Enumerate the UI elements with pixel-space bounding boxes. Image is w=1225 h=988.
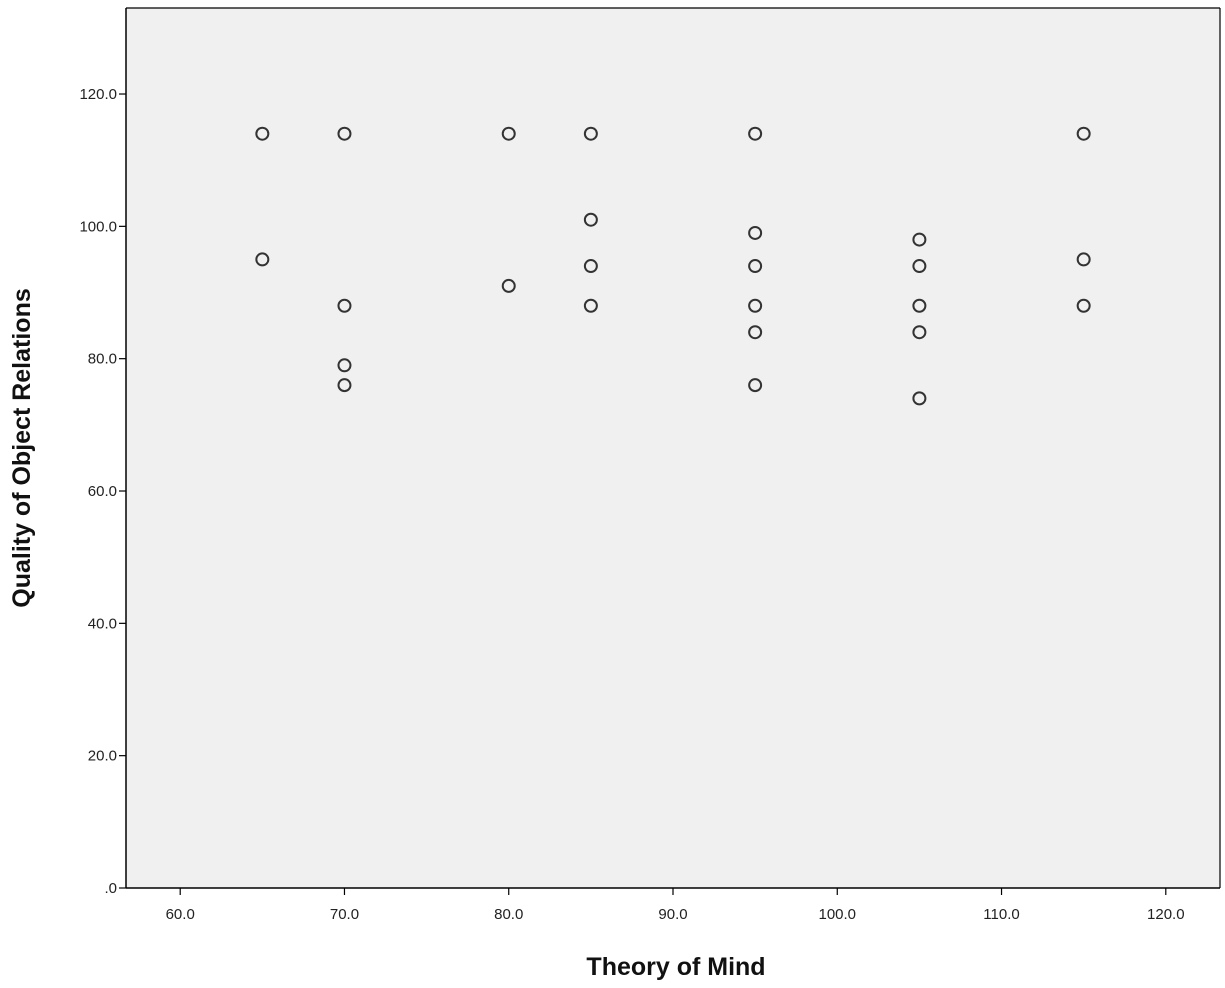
- y-tick-label: 80.0: [88, 351, 117, 368]
- scatter-point: [748, 325, 763, 340]
- y-tick-label: 40.0: [88, 615, 117, 632]
- scatter-point: [337, 298, 352, 313]
- scatter-point: [337, 358, 352, 373]
- plot-area: [126, 8, 1220, 888]
- y-tick-label: 20.0: [88, 748, 117, 765]
- x-tick-label: 70.0: [330, 906, 359, 923]
- scatter-point: [337, 126, 352, 141]
- scatter-point: [1076, 126, 1091, 141]
- scatter-point: [255, 252, 270, 267]
- x-axis-title: Theory of Mind: [586, 953, 765, 981]
- scatter-point: [748, 259, 763, 274]
- y-tick-label: 120.0: [79, 86, 117, 103]
- scatter-point: [583, 259, 598, 274]
- x-tick-label: 80.0: [494, 906, 523, 923]
- scatter-point: [748, 378, 763, 393]
- x-tick-label: 90.0: [658, 906, 687, 923]
- x-tick-label: 60.0: [166, 906, 195, 923]
- y-tick-label: 100.0: [79, 218, 117, 235]
- scatter-point: [748, 126, 763, 141]
- scatter-point: [912, 325, 927, 340]
- scatter-point: [583, 298, 598, 313]
- data-points: [255, 126, 1091, 406]
- scatter-point: [912, 298, 927, 313]
- x-axis-ticks: 60.0 70.0 80.0 90.0 100.0 110.0 120.0: [166, 888, 1185, 923]
- scatter-point: [255, 126, 270, 141]
- scatter-point: [748, 225, 763, 240]
- scatter-point: [501, 126, 516, 141]
- scatter-point: [1076, 298, 1091, 313]
- x-tick-label: 100.0: [818, 906, 856, 923]
- scatter-point: [583, 126, 598, 141]
- y-axis-ticks: .0 20.0 40.0 60.0 80.0 100.0 120.0: [79, 86, 126, 897]
- scatter-point: [912, 391, 927, 406]
- scatter-point: [1076, 252, 1091, 267]
- scatter-point: [912, 232, 927, 247]
- scatter-point: [337, 378, 352, 393]
- scatter-point: [912, 259, 927, 274]
- y-axis-title: Quality of Object Relations: [8, 288, 36, 608]
- scatter-point: [748, 298, 763, 313]
- y-tick-label: 60.0: [88, 483, 117, 500]
- x-tick-label: 120.0: [1147, 906, 1185, 923]
- x-tick-label: 110.0: [983, 906, 1019, 923]
- scatter-point: [583, 212, 598, 227]
- y-tick-label: .0: [104, 880, 117, 897]
- scatter-point: [501, 278, 516, 293]
